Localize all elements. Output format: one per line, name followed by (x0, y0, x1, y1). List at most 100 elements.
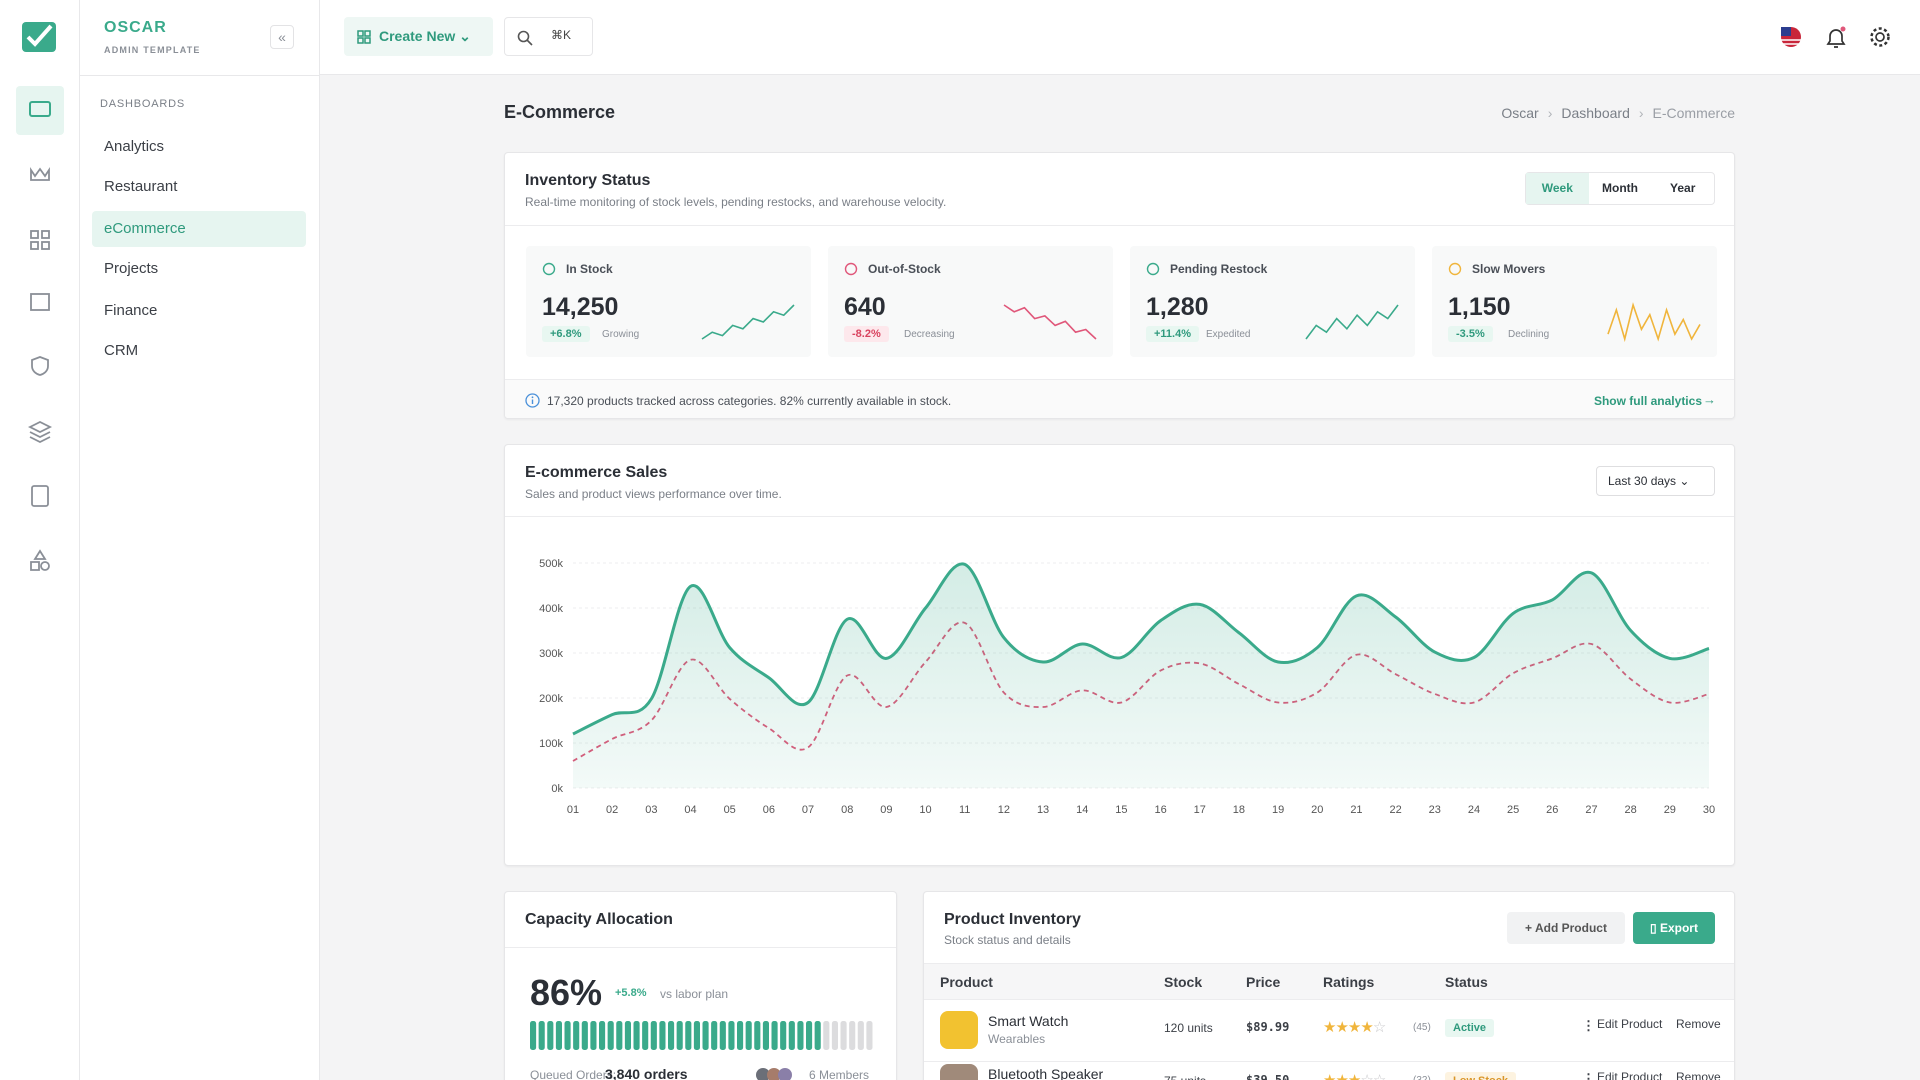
crumb-separator: › (1638, 105, 1644, 121)
x-tick-label: 15 (1115, 804, 1127, 816)
bell-icon[interactable] (1826, 29, 1846, 48)
y-tick-label: 200k (539, 693, 563, 705)
price: $89.99 (1246, 1020, 1290, 1034)
collapse-button[interactable]: « (270, 25, 294, 49)
brand: OSCAR (104, 19, 167, 36)
x-tick-label: 26 (1546, 804, 1558, 816)
crumb: E-Commerce (1652, 105, 1735, 121)
sparkline (1607, 302, 1701, 343)
nav-item[interactable]: eCommerce (92, 211, 306, 247)
area (573, 563, 1709, 788)
product-category: Wearables (988, 1032, 1046, 1046)
column-header: Ratings (1323, 974, 1375, 990)
capacity-segment (745, 1021, 752, 1050)
sales-chart: 0k 100k 200k 300k 400k 500k 01 02 03 04 05 06 07 08 09… (539, 558, 1715, 816)
nav-item[interactable]: Projects (104, 260, 159, 277)
stat-note: Growing (602, 329, 640, 340)
capacity-segment (659, 1021, 666, 1050)
capacity-segment (547, 1021, 554, 1050)
x-tick-label: 01 (567, 804, 579, 816)
star: ★ (1335, 1072, 1348, 1080)
page-title: E-Commerce (504, 102, 616, 122)
edit-action[interactable]: Edit Product (1597, 1017, 1663, 1031)
period-tab[interactable]: Week (1526, 173, 1589, 204)
capacity-segment (866, 1021, 873, 1050)
layout-icon[interactable] (30, 293, 50, 311)
grid-icon[interactable] (30, 230, 39, 239)
x-tick-label: 14 (1076, 804, 1088, 816)
capacity-segment (806, 1021, 813, 1050)
capacity-segment (616, 1021, 623, 1050)
shapes-icon[interactable] (30, 549, 47, 571)
price: $39.50 (1246, 1073, 1290, 1080)
reviews: (32) (1413, 1075, 1431, 1080)
capacity-segment (840, 1021, 847, 1050)
capacity-segment (573, 1021, 580, 1050)
stat-note: Declining (1508, 329, 1550, 340)
arrow-icon: → (1703, 392, 1716, 407)
stat-note: Decreasing (904, 329, 955, 340)
active-icon-bg[interactable] (16, 86, 64, 135)
shield-icon[interactable] (31, 356, 49, 376)
remove-action[interactable]: Remove (1676, 1017, 1721, 1031)
add-button[interactable]: + Add Product (1507, 912, 1625, 944)
x-tick-label: 18 (1233, 804, 1245, 816)
capacity-segment (814, 1021, 821, 1050)
capacity-segment (676, 1021, 683, 1050)
stat-label: Slow Movers (1472, 262, 1546, 276)
divider (505, 947, 896, 948)
nav-item[interactable]: Finance (104, 302, 158, 319)
crumb-separator: › (1547, 105, 1553, 121)
more-icon: ⋮ (1582, 1018, 1595, 1033)
capacity-segment (599, 1021, 606, 1050)
stat-box: Pending Restock 1,280 +11.4% Expedited (1130, 246, 1415, 357)
nav-item[interactable]: Restaurant (104, 178, 178, 195)
stat-icon (844, 262, 858, 276)
stat-change: +6.8% (542, 326, 590, 342)
nav-item[interactable]: CRM (104, 342, 139, 359)
monitor-icon[interactable] (29, 101, 51, 117)
x-tick-label: 10 (919, 804, 931, 816)
x-tick-label: 19 (1272, 804, 1284, 816)
sales-card: E-commerce Sales Sales and product views… (504, 444, 1735, 866)
icon-rail (0, 0, 80, 1080)
search-box[interactable]: ⌘K (504, 17, 593, 56)
nav-item[interactable]: Analytics (104, 138, 165, 155)
edit-action[interactable]: Edit Product (1597, 1070, 1663, 1080)
y-tick-label: 100k (539, 738, 563, 750)
range-dropdown[interactable]: Last 30 days ⌄ (1596, 466, 1715, 496)
period-tab[interactable]: Month (1602, 181, 1638, 195)
crumb[interactable]: Oscar (1501, 105, 1539, 121)
layers-icon[interactable] (27, 420, 53, 444)
crown-icon[interactable] (30, 167, 50, 181)
capacity-segment (538, 1021, 545, 1050)
more-icon: ⋮ (1582, 1071, 1595, 1080)
y-tick-label: 0k (551, 783, 563, 795)
analytics-link[interactable]: Show full analytics (1593, 394, 1702, 408)
export-label: Export (1659, 921, 1698, 935)
card-title: Capacity Allocation (525, 911, 673, 928)
capacity-segment (581, 1021, 588, 1050)
period-tab[interactable]: Year (1670, 181, 1696, 195)
y-tick-label: 500k (539, 558, 563, 570)
capacity-segment (780, 1021, 787, 1050)
remove-action[interactable]: Remove (1676, 1070, 1721, 1080)
row-divider (924, 1061, 1734, 1062)
capacity-note: vs labor plan (660, 987, 729, 1001)
x-tick-label: 05 (724, 804, 736, 816)
stat-icon (1448, 262, 1462, 276)
sparkline-line (1607, 302, 1701, 343)
product-card: Product Inventory Stock status and detai… (923, 891, 1735, 1080)
crumb[interactable]: Dashboard (1561, 105, 1630, 121)
avatars (756, 1068, 792, 1080)
reviews: (45) (1413, 1022, 1431, 1033)
create-button[interactable]: Create New ⌄ (344, 17, 493, 56)
settings-icon[interactable] (1875, 32, 1885, 42)
card-footer: 17,320 products tracked across categorie… (505, 379, 1734, 418)
stat-box: In Stock 14,250 +6.8% Growing (526, 246, 811, 357)
clipboard-icon[interactable] (31, 485, 49, 507)
export-button[interactable]: ▯ Export (1633, 912, 1715, 944)
x-tick-label: 24 (1468, 804, 1480, 816)
create-label: Create New (379, 28, 456, 44)
